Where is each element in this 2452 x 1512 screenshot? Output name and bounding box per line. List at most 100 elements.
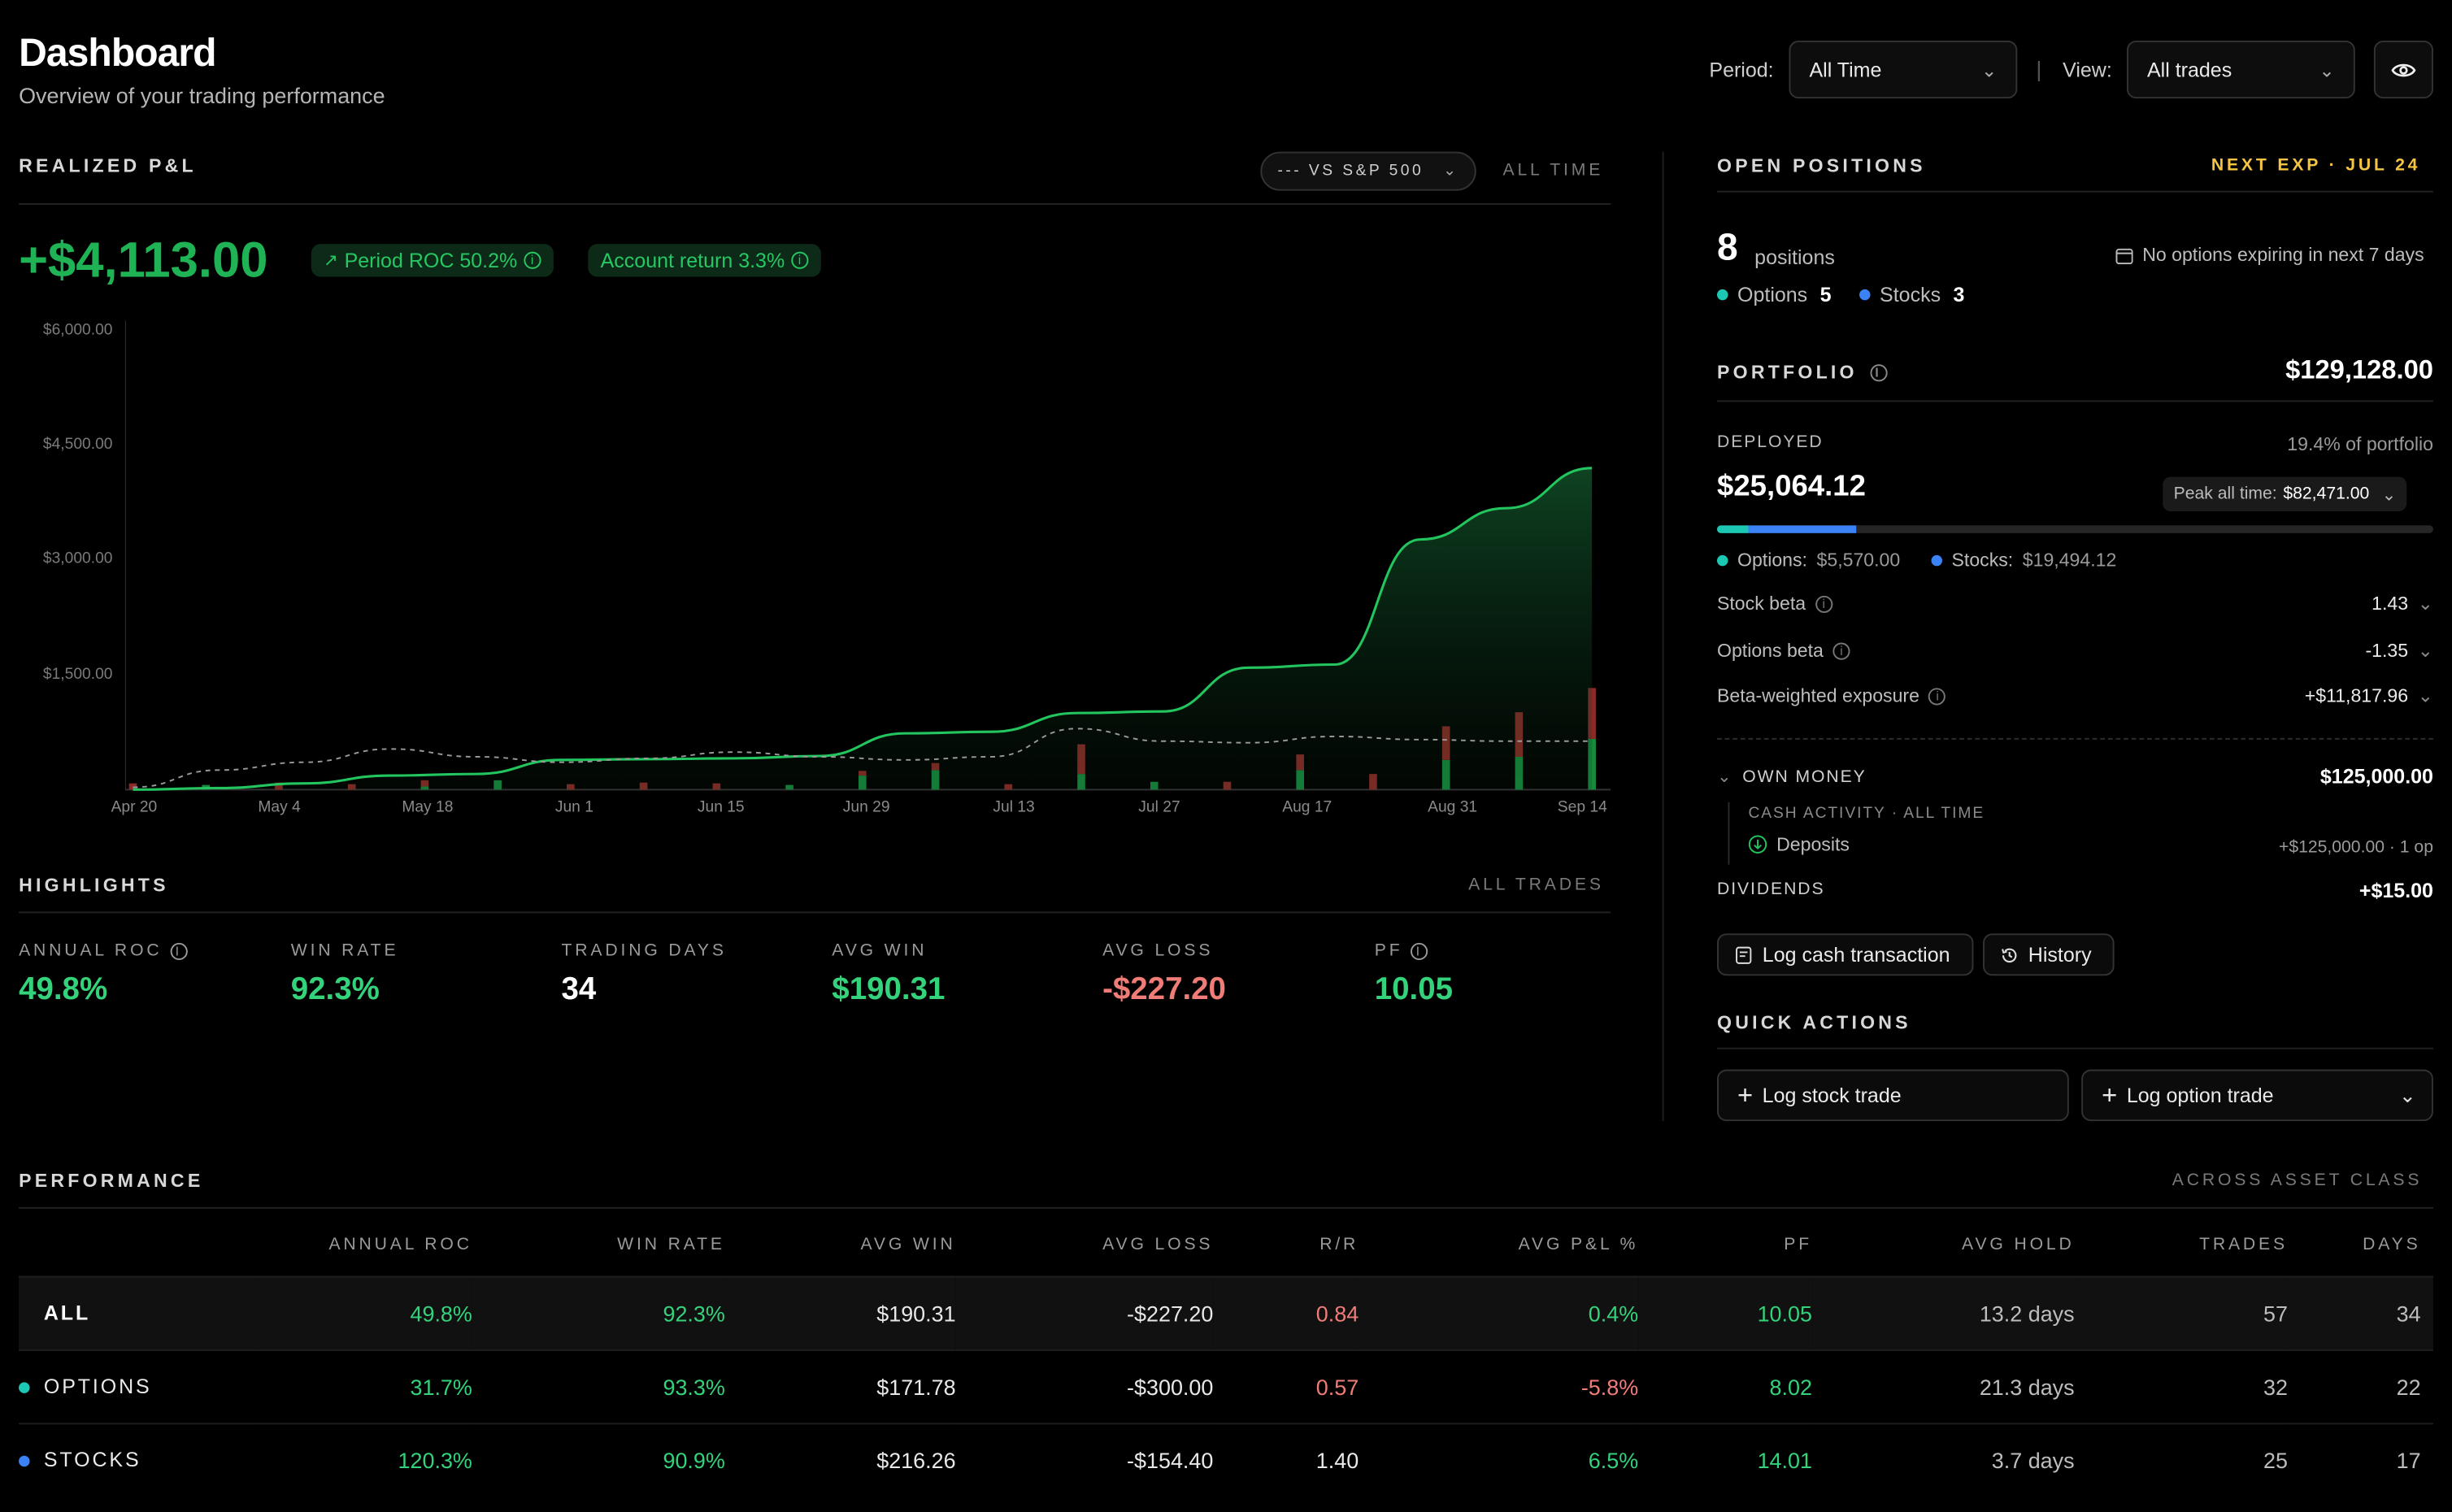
info-icon[interactable]: i [790,251,809,269]
log-stock-trade-button[interactable]: + Log stock trade [1717,1069,2069,1122]
col-header[interactable]: WIN RATE [617,1235,725,1254]
highlight-trading-days: TRADING DAYS 34 [562,941,727,1009]
view-select[interactable]: All trades ⌄ [2126,41,2355,99]
info-icon[interactable]: i [1815,594,1832,613]
stocks-dot [19,1456,30,1467]
highlight-value: -$227.20 [1102,972,1226,1007]
col-header[interactable]: DAYS [2363,1235,2421,1254]
period-roc-badge: ↗ Period ROC 50.2% i [311,244,554,277]
highlights-title: HIGHLIGHTS [19,874,169,897]
row-label: STOCKS [43,1448,141,1472]
info-icon[interactable]: i [1411,942,1428,961]
dividends-label: DIVIDENDS [1717,880,1825,900]
receipt-icon [1736,945,1752,963]
dividends-value: +$15.00 [2359,879,2433,902]
cell-avg-hold: 21.3 days [1811,1349,2075,1423]
x-tick-label: Jun 1 [554,798,593,817]
cell-win-rate: 90.9% [472,1422,725,1497]
col-header[interactable]: TRADES [2199,1235,2288,1254]
col-header[interactable]: ANNUAL ROC [328,1235,472,1254]
cell-annual-roc: 31.7% [255,1349,472,1423]
table-row-stocks[interactable]: STOCKS 120.3% 90.9% $216.26 -$154.40 1.4… [19,1422,2433,1497]
cell-win-rate: 93.3% [472,1349,725,1423]
highlight-value: $190.31 [832,972,946,1007]
info-icon[interactable]: i [1832,641,1850,659]
info-icon[interactable]: i [1870,363,1888,381]
table-row-options[interactable]: OPTIONS 31.7% 93.3% $171.78 -$300.00 0.5… [19,1349,2433,1423]
pnl-chart[interactable] [124,320,1611,793]
cell-days: 17 [2287,1422,2433,1497]
deposits-row: Deposits [1748,833,1850,856]
view-select-value: All trades [2146,58,2232,82]
bwe-label: Beta-weighted exposure [1717,684,1919,707]
quick-actions-title: QUICK ACTIONS [1717,1011,1911,1034]
x-tick-label: Jun 29 [842,798,890,817]
peak-value: $82,471.00 [2283,484,2370,504]
x-tick-label: Jul 27 [1138,798,1180,817]
period-select-value: All Time [1809,58,1882,82]
deployed-value: $25,064.12 [1717,470,1866,504]
divider [1717,190,2433,193]
divider [1717,400,2433,402]
log-cash-label: Log cash transaction [1762,942,1950,967]
highlight-avg-win: AVG WIN $190.31 [832,941,945,1009]
stock-beta-row[interactable]: Stock beta i 1.43 ⌄ [1717,593,2433,615]
y-tick-label: $4,500.00 [42,436,113,454]
divider [1717,1047,2433,1049]
options-beta-label: Options beta [1717,639,1824,662]
chevron-down-icon: ⌄ [2417,684,2433,707]
own-money-value: $125,000.00 [2319,764,2433,789]
compare-sp500-toggle[interactable]: --- VS S&P 500 ⌄ [1260,151,1476,191]
col-header[interactable]: PF [1784,1235,1812,1254]
options-dot [1717,554,1728,566]
x-tick-label: Sep 14 [1557,798,1607,817]
deposits-label: Deposits [1776,833,1850,856]
x-tick-label: Jul 13 [993,798,1035,817]
stocks-count: 3 [1953,283,1965,307]
chevron-down-icon: ⌄ [1980,59,1998,81]
highlight-label: PF [1374,941,1403,961]
no-expiry-note: No options expiring in next 7 days [2115,244,2424,266]
next-expiry-label: NEXT EXP · JUL 24 [2211,156,2421,176]
table-row-all[interactable]: ALL 49.8% 92.3% $190.31 -$227.20 0.84 0.… [19,1275,2433,1349]
info-icon[interactable]: i [1928,687,1946,705]
col-header[interactable]: AVG LOSS [1102,1235,1214,1254]
own-money-toggle[interactable]: ⌄ OWN MONEY [1717,767,1867,787]
stocks-allocation: Stocks: $19,494.12 [1931,549,2117,571]
options-dot [1717,289,1728,301]
stocks-alloc-value: $19,494.12 [2022,549,2117,571]
log-option-label: Log option trade [2126,1083,2274,1107]
deployed-label: DEPLOYED [1717,432,1824,452]
cell-avg-loss: -$227.20 [955,1275,1214,1349]
col-header[interactable]: AVG HOLD [1962,1235,2075,1254]
highlight-annual-roc: ANNUAL ROC i 49.8% [19,941,188,1009]
col-header[interactable]: R/R [1319,1235,1359,1254]
history-button[interactable]: History [1982,933,2115,976]
info-icon[interactable]: i [523,251,541,269]
y-tick-label: $6,000.00 [42,322,113,340]
info-icon[interactable]: i [170,942,188,961]
period-select[interactable]: All Time ⌄ [1789,41,2018,99]
compare-label: --- VS S&P 500 [1277,163,1424,180]
chevron-down-icon[interactable]: ⌄ [2398,1083,2416,1106]
portfolio-value: $129,128.00 [2285,354,2433,385]
chevron-down-icon: ⌄ [1717,767,1733,787]
log-cash-transaction-button[interactable]: Log cash transaction [1717,933,1974,976]
log-option-trade-button[interactable]: + Log option trade ⌄ [2081,1069,2433,1122]
highlight-value: 34 [561,972,597,1007]
realized-pnl-title: REALIZED P&L [19,154,197,177]
cumulative-pnl-area [133,467,1593,790]
col-header[interactable]: AVG WIN [860,1235,956,1254]
beta-weighted-exposure-row[interactable]: Beta-weighted exposure i +$11,817.96 ⌄ [1717,684,2433,706]
performance-table: ANNUAL ROC WIN RATE AVG WIN AVG LOSS R/R… [19,1214,2433,1497]
highlight-label: AVG LOSS [1102,941,1214,961]
stocks-fill [1747,525,1856,533]
options-beta-row[interactable]: Options beta i -1.35 ⌄ [1717,640,2433,662]
visibility-toggle-button[interactable] [2373,41,2433,99]
x-tick-label: May 18 [402,798,454,817]
col-header[interactable]: AVG P&L % [1518,1235,1639,1254]
peak-all-time-dropdown[interactable]: Peak all time: $82,471.00 ⌄ [2163,476,2407,511]
positions-count: 8 [1717,226,1738,269]
peak-label: Peak all time: [2173,484,2277,504]
